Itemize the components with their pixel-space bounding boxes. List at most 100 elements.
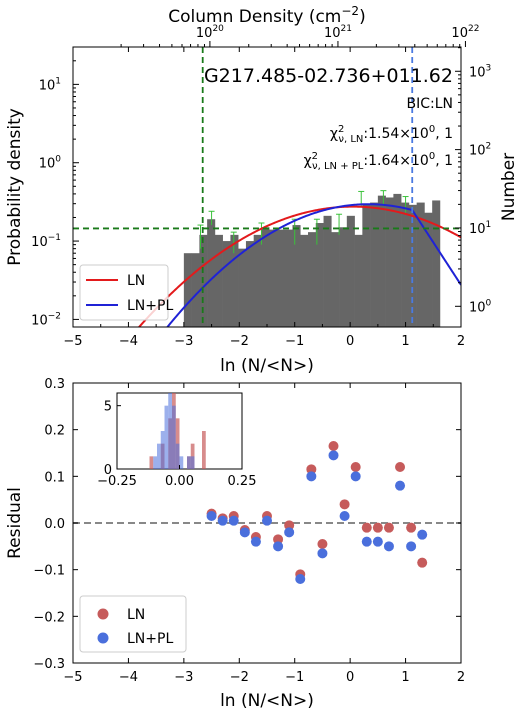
histogram-bar (393, 193, 402, 327)
y-tick-label: 0.3 (44, 377, 65, 392)
histogram-bar (191, 253, 200, 327)
histogram-bar (292, 225, 301, 327)
legend-ln-label: LN (127, 273, 145, 289)
ln-residual-point (361, 522, 372, 533)
y-tick-label: −0.2 (33, 610, 65, 625)
ln-residual-point (395, 462, 406, 472)
lnpl-residual-point (206, 511, 217, 521)
residual-points (73, 441, 461, 584)
x-tick-label: 0 (346, 670, 354, 685)
y-tick-label: −0.1 (33, 564, 65, 579)
legend-lnpl-label: LN+PL (127, 631, 173, 647)
histogram-bar (183, 253, 192, 327)
lnpl-residual-point (306, 471, 317, 482)
top-ylabel-right: Number (499, 153, 519, 221)
histogram-bar (377, 195, 386, 327)
lnpl-residual-point (273, 541, 284, 552)
lnpl-residual-point (339, 511, 350, 521)
lnpl-residual-point (262, 515, 272, 526)
y-tick-label: 101 (39, 76, 61, 93)
y-tick-label: 10−1 (31, 233, 61, 250)
histogram-bar (362, 203, 371, 327)
lnpl-residual-point (328, 450, 339, 461)
ln-residual-point (383, 522, 394, 533)
error-bar (258, 222, 265, 245)
histogram-bars (183, 193, 441, 327)
histogram-bar (238, 248, 247, 327)
histogram-bar (432, 200, 441, 327)
inset-ln-bar (190, 443, 195, 469)
legend-lnpl-marker (97, 632, 109, 644)
inset-x-tick-label: −0.25 (97, 474, 137, 489)
histogram-bar (385, 197, 394, 327)
error-bar (380, 190, 387, 207)
histogram-bar (261, 227, 270, 327)
x-tick-label: −2 (230, 670, 249, 685)
y-tick-label: −0.3 (33, 657, 65, 672)
ln-residual-point (273, 534, 284, 545)
x-tick-label: −1 (285, 334, 304, 349)
x-tick-label: 2 (457, 334, 465, 349)
y-tick-label: 100 (39, 155, 62, 172)
histogram-bar (339, 227, 348, 327)
bottom-xlabel: ln (N/<N>) (220, 691, 314, 711)
top-legend: LN LN+PL (79, 264, 173, 321)
inset-lnpl-bar (157, 443, 161, 469)
inset-ln-bar (149, 456, 154, 469)
right-tick-label: 101 (469, 220, 491, 237)
y-tick-label: 0.2 (44, 424, 65, 439)
inset-lnpl-bar (187, 456, 191, 469)
inset-y-tick-label: 5 (104, 400, 112, 415)
x-tick-label: 1 (401, 670, 409, 685)
histogram-bar (245, 241, 254, 327)
bottom-legend: LN LN+PL (79, 595, 187, 653)
inset-y-tick-label: 0 (104, 463, 112, 478)
lnpl-fit-curve (166, 203, 461, 327)
lnpl-residual-point (250, 536, 261, 547)
lnpl-residual-point (295, 574, 306, 584)
lnpl-residual-point (317, 548, 328, 559)
top-tick-label: 1021 (324, 24, 352, 41)
bottom-panel: −5 −4 −3 −2 −1 0 1 2 −0.3 −0.2 −0.1 0.0 0.1 0.2 0.3 −0… (5, 377, 465, 711)
inset-lnpl-bar (190, 456, 195, 469)
source-name: G217.485-02.736+011.62 (204, 65, 453, 87)
ln-residual-point (350, 462, 361, 472)
top-ylabel-left: Probability density (5, 108, 25, 266)
lnpl-residual-point (406, 541, 417, 552)
x-tick-label: −5 (63, 670, 82, 685)
inset-lnpl-bar (164, 405, 169, 469)
ln-residual-point (306, 464, 317, 475)
ln-residual-point (417, 557, 428, 568)
ln-residual-point (317, 539, 328, 549)
histogram-bar (269, 229, 278, 327)
y-tick-label: 10−2 (31, 311, 61, 328)
y-tick-label: 0.1 (44, 470, 65, 485)
bic-label: BIC:LN (407, 96, 454, 112)
histogram-bar (308, 232, 317, 327)
fit-curves (73, 47, 461, 327)
histogram-bar (416, 202, 425, 327)
inset-lnpl-bar (168, 393, 172, 469)
ln-residual-point (406, 522, 417, 533)
histogram-bar (315, 223, 324, 327)
lnpl-residual-point (239, 527, 250, 538)
x-tick-label: −3 (174, 670, 193, 685)
inset-bars (149, 393, 206, 469)
inset-x-tick-label: 0.25 (228, 474, 257, 489)
x-tick-label: −4 (119, 334, 138, 349)
error-bar (336, 213, 343, 235)
y-tick-label: 0.0 (44, 517, 65, 532)
inset-x-tick-label: 0.00 (165, 474, 194, 489)
histogram-bar (214, 234, 223, 327)
bottom-ylabel: Residual (5, 487, 25, 559)
bottom-panel-ticks: −5 −4 −3 −2 −1 0 1 2 −0.3 −0.2 −0.1 0.0 0.1 0.2 0.3 (33, 377, 465, 685)
top-xlabel: ln (N/<N>) (220, 356, 314, 376)
x-tick-label: 0 (346, 334, 354, 349)
inset-lnpl-bar (172, 405, 176, 469)
top-tick-label: 1020 (196, 24, 224, 41)
ln-residual-point (284, 520, 295, 531)
lnpl-residual-point (417, 529, 428, 540)
legend-ln-label: LN (127, 607, 145, 623)
error-bar (208, 210, 215, 226)
x-tick-label: −4 (119, 670, 138, 685)
